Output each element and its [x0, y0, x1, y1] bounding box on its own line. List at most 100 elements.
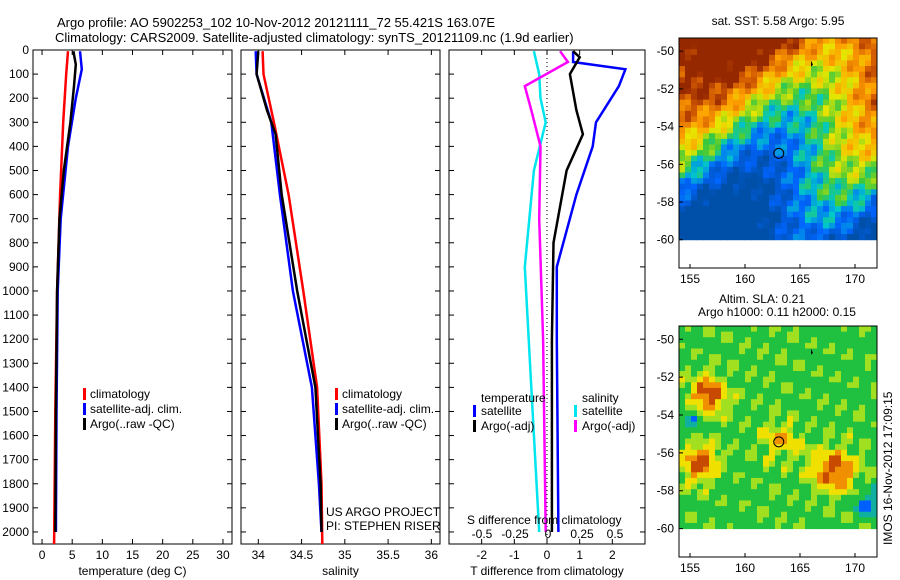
map-cell — [829, 511, 836, 518]
map-cell — [847, 477, 854, 485]
map-cell — [859, 206, 866, 213]
map-cell — [847, 194, 854, 201]
map-cell — [781, 506, 788, 513]
map-cell — [793, 455, 800, 462]
map-cell — [829, 49, 836, 56]
map-cell — [763, 444, 770, 451]
map-cell — [733, 337, 740, 344]
map-cell — [793, 371, 800, 378]
map-cell — [817, 88, 824, 95]
x-tick-label: 0 — [544, 548, 551, 562]
x-tick-label: 20 — [156, 548, 170, 562]
map-cell — [751, 517, 758, 524]
map-cell — [847, 438, 854, 445]
map-cell — [847, 331, 854, 338]
map-cell — [829, 183, 836, 190]
map-cell — [793, 178, 800, 185]
map-cell — [679, 455, 686, 462]
map-cell — [823, 354, 830, 361]
map-cell — [835, 500, 842, 507]
map-cell — [733, 189, 740, 196]
map-cell — [793, 444, 800, 451]
map-cell — [697, 371, 704, 378]
map-cell — [745, 393, 752, 400]
map-cell — [739, 161, 746, 168]
map-cell — [847, 105, 854, 112]
map-cell — [823, 410, 830, 417]
map-cell — [679, 82, 686, 89]
map-cell — [721, 522, 728, 530]
map-cell — [781, 43, 788, 50]
map-cell — [775, 144, 782, 151]
map-cell — [811, 393, 818, 400]
map-cell — [745, 38, 752, 45]
map-cell — [691, 342, 698, 350]
map-cell — [757, 342, 764, 350]
map-cell — [697, 110, 704, 117]
map-cell — [763, 489, 770, 496]
map-cell — [847, 517, 854, 524]
map-cell — [823, 477, 830, 485]
map-cell — [745, 382, 752, 389]
map-cell — [751, 66, 758, 73]
map-cell — [721, 94, 728, 101]
map-cell — [739, 38, 746, 45]
map-cell — [853, 326, 860, 333]
map-cell — [769, 461, 776, 468]
map-cell — [763, 522, 770, 530]
map-cell — [829, 410, 836, 417]
map-cell — [733, 138, 740, 145]
map-cell — [799, 410, 806, 417]
map-cell — [865, 49, 872, 56]
map-cell — [745, 477, 752, 485]
map-cell — [775, 211, 782, 218]
map-cell — [841, 94, 848, 101]
map-cell — [697, 122, 704, 129]
x-tick-label: 1 — [576, 548, 583, 562]
map-cell — [853, 138, 860, 145]
x-tick-label: 25 — [186, 548, 200, 562]
map-cell — [703, 326, 710, 333]
map-cell — [691, 138, 698, 145]
map-cell — [709, 77, 716, 84]
map-cell — [709, 122, 716, 129]
map-cell — [871, 49, 878, 56]
map-cell — [799, 99, 806, 106]
map-cell — [715, 228, 722, 235]
map-cell — [721, 404, 728, 411]
map-cell — [853, 222, 860, 230]
map-cell — [859, 477, 866, 485]
map-cell — [715, 110, 722, 117]
map-cell — [775, 455, 782, 462]
map-cell — [727, 144, 734, 151]
map-cell — [781, 477, 788, 485]
map-cell — [703, 99, 710, 106]
map-cell — [847, 416, 854, 423]
map-cell — [829, 438, 836, 445]
map-cell — [769, 200, 776, 207]
map-cell — [781, 110, 788, 117]
map-cell — [817, 342, 824, 350]
map-cell — [799, 127, 806, 134]
map-cell — [829, 133, 836, 140]
map-cell — [703, 376, 710, 383]
map-cell — [763, 133, 770, 140]
map-cell — [769, 432, 776, 440]
map-cell — [721, 506, 728, 513]
map-cell — [703, 150, 710, 157]
map-cell — [751, 421, 758, 428]
map-cell — [751, 511, 758, 518]
map-cell — [817, 427, 824, 434]
island-icon — [811, 60, 813, 67]
map-cell — [871, 404, 878, 411]
map-cell — [859, 449, 866, 456]
map-cell — [763, 382, 770, 389]
map-cell — [865, 432, 872, 440]
map-cell — [691, 99, 698, 106]
map-cell — [787, 494, 794, 501]
map-cell — [817, 348, 824, 355]
map-cell — [871, 178, 878, 185]
map-cell — [853, 382, 860, 389]
map-cell — [721, 105, 728, 112]
